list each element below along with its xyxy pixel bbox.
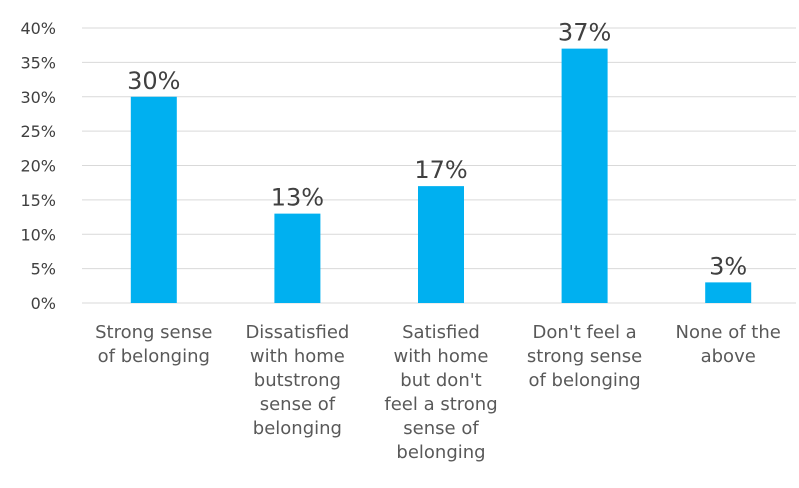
category-label-line: but don't — [400, 370, 481, 391]
category-label-line: Don't feel a — [532, 322, 636, 343]
data-label: 30% — [127, 67, 180, 95]
y-tick-label: 10% — [20, 225, 56, 244]
bar — [274, 213, 321, 303]
category-label-line: above — [701, 346, 756, 367]
data-label: 13% — [271, 184, 324, 212]
category-label-line: with home — [394, 346, 489, 367]
bars — [130, 48, 752, 303]
category-label-line: with home — [250, 346, 345, 367]
category-label-line: Satisfied — [402, 322, 480, 343]
y-tick-label: 15% — [20, 191, 56, 210]
y-tick-label: 35% — [20, 53, 56, 72]
category-label-line: Dissatisfied — [245, 322, 349, 343]
category-label-line: of belonging — [98, 346, 210, 367]
data-label: 37% — [558, 19, 611, 47]
category-label-line: feel a strong — [384, 394, 497, 415]
category-label-line: butstrong — [254, 370, 341, 391]
category-label: Strong sense of belonging — [95, 322, 212, 367]
gridlines — [82, 27, 796, 304]
data-label: 3% — [709, 252, 747, 280]
category-label-line: belonging — [396, 442, 485, 463]
y-tick-label: 40% — [20, 19, 56, 38]
bar — [561, 48, 608, 303]
y-tick-label: 5% — [31, 260, 56, 279]
y-tick-label: 0% — [31, 294, 56, 313]
bar — [130, 96, 177, 303]
y-tick-label: 20% — [20, 157, 56, 176]
category-label: Dissatisfied with home butstrong sense of be… — [245, 322, 349, 439]
category-label-line: strong sense — [527, 346, 642, 367]
category-label: Satisfied with home but don't feel a strong… — [384, 322, 497, 463]
category-label-line: sense of — [260, 394, 336, 415]
category-label-line: sense of — [403, 418, 479, 439]
category-label-line: None of the — [676, 322, 781, 343]
category-label-line: belonging — [253, 418, 342, 439]
bar — [418, 186, 464, 303]
category-label-line: of belonging — [528, 370, 640, 391]
y-tick-label: 30% — [20, 88, 56, 107]
data-label: 17% — [414, 156, 467, 184]
x-axis-category-labels: Strong sense of belonging Dissatisfied with… — [95, 322, 781, 463]
category-label: Don't feel a strong sense of belonging — [527, 322, 642, 391]
y-axis-tick-labels: 0% 5% 10% 15% 20% 25% 30% 35% 40% — [20, 19, 56, 313]
y-tick-label: 25% — [20, 122, 56, 141]
category-label-line: Strong sense — [95, 322, 212, 343]
bar — [705, 282, 752, 303]
category-label: None of the above — [676, 322, 781, 367]
data-labels: 30% 13% 17% 37% 3% — [127, 19, 747, 281]
